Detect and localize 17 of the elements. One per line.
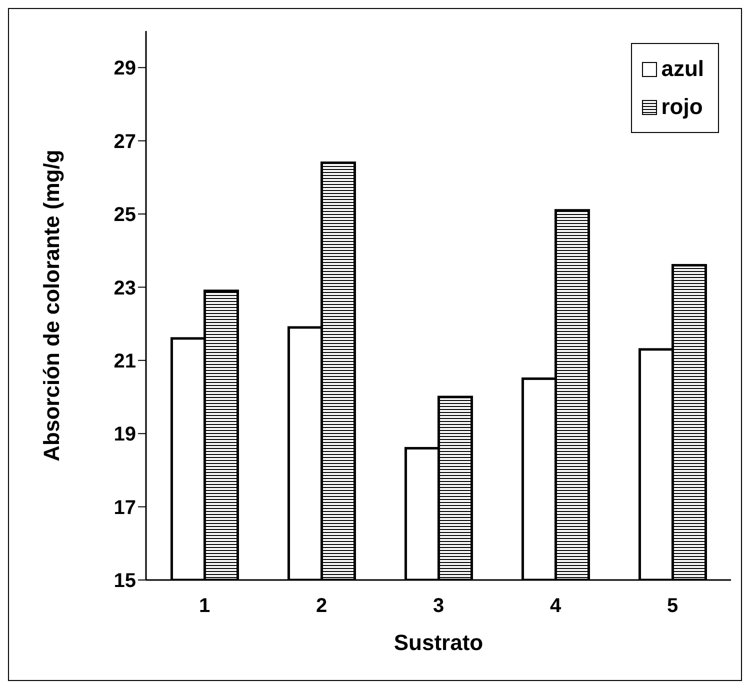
y-tick-label: 15 — [114, 570, 136, 592]
x-tick-label: 2 — [316, 595, 328, 618]
x-tick-label: 5 — [666, 595, 678, 618]
y-tick-label: 27 — [114, 130, 136, 153]
y-tick-label: 23 — [114, 277, 136, 300]
x-tick-label: 3 — [432, 595, 444, 618]
x-axis-title: Sustrato — [394, 630, 484, 655]
y-axis-title: Absorción de colorante (mg/g — [38, 150, 64, 462]
y-tick-label: 19 — [114, 424, 136, 446]
y-tick-label: 17 — [114, 496, 136, 519]
legend-label: rojo — [661, 94, 703, 120]
y-tick-label: 21 — [114, 350, 136, 372]
legend-label: azul — [661, 56, 704, 82]
y-tick-label: 29 — [114, 58, 136, 80]
x-tick-label: 4 — [550, 595, 562, 618]
x-tick-label: 1 — [198, 595, 210, 618]
y-tick-label: 25 — [114, 204, 136, 226]
